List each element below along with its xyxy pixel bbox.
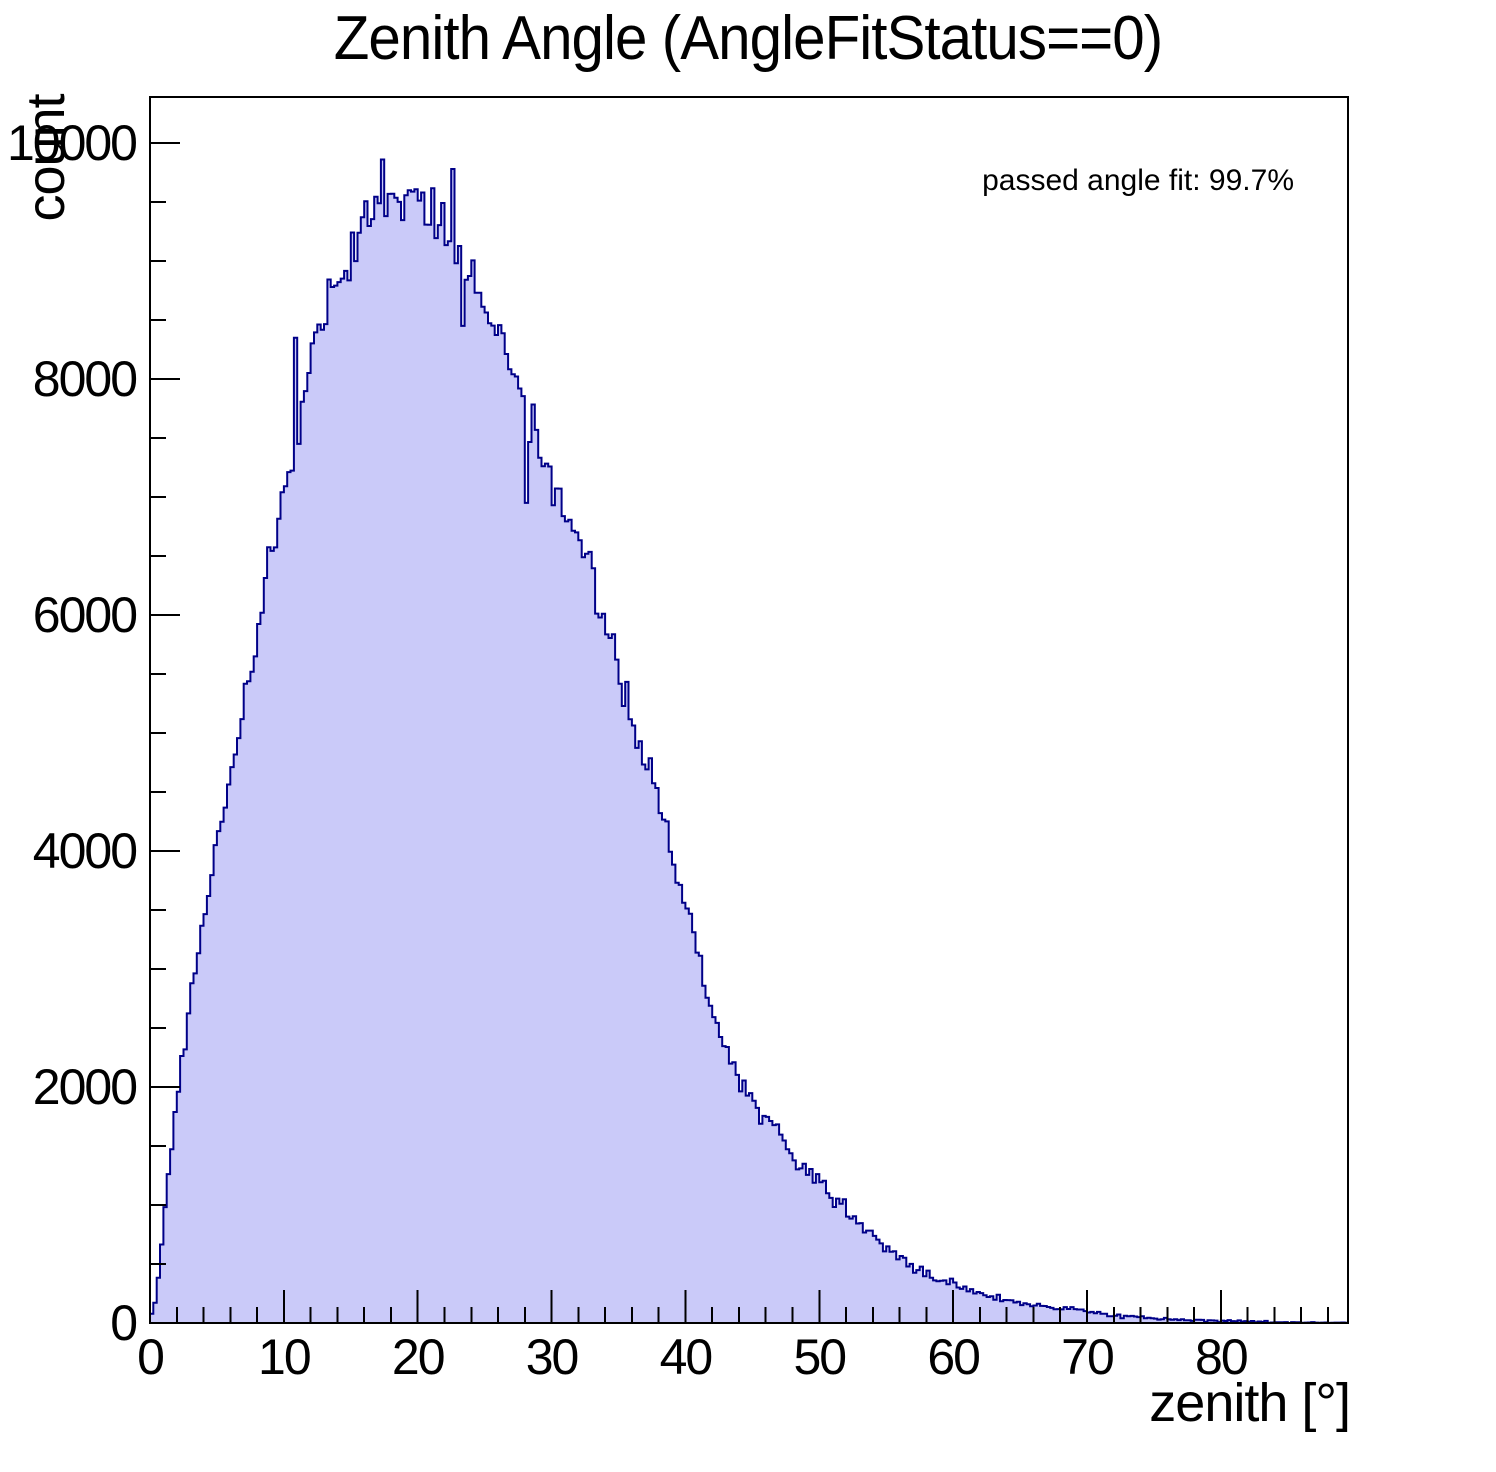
plot-title: Zenith Angle (AngleFitStatus==0) [333,4,1163,73]
y-tick-label: 4000 [32,823,138,879]
frame-border [149,96,1349,1324]
x-tick-label: 10 [258,1329,312,1385]
y-tick-label: 10000 [6,115,138,172]
x-tick-label: 20 [391,1329,446,1385]
y-tick-label: 0 [110,1295,138,1351]
histogram-fill [150,159,1348,1323]
x-tick-label: 30 [525,1329,580,1385]
histogram-outline [149,158,1349,1324]
x-tick-label: 60 [927,1329,981,1385]
y-tick-label: 2000 [32,1059,138,1115]
x-tick-label: 40 [659,1329,714,1385]
x-tick-label: 50 [793,1329,847,1385]
y-tick-label: 8000 [32,351,138,407]
y-tick-label: 6000 [32,587,138,643]
x-tick-label: 0 [137,1329,165,1385]
x-tick-label: 80 [1195,1329,1249,1385]
stats-annotation: passed angle fit: 99.7% [982,164,1294,197]
x-tick-label: 70 [1061,1329,1115,1385]
x-axis-title: zenith [°] [1149,1373,1351,1433]
